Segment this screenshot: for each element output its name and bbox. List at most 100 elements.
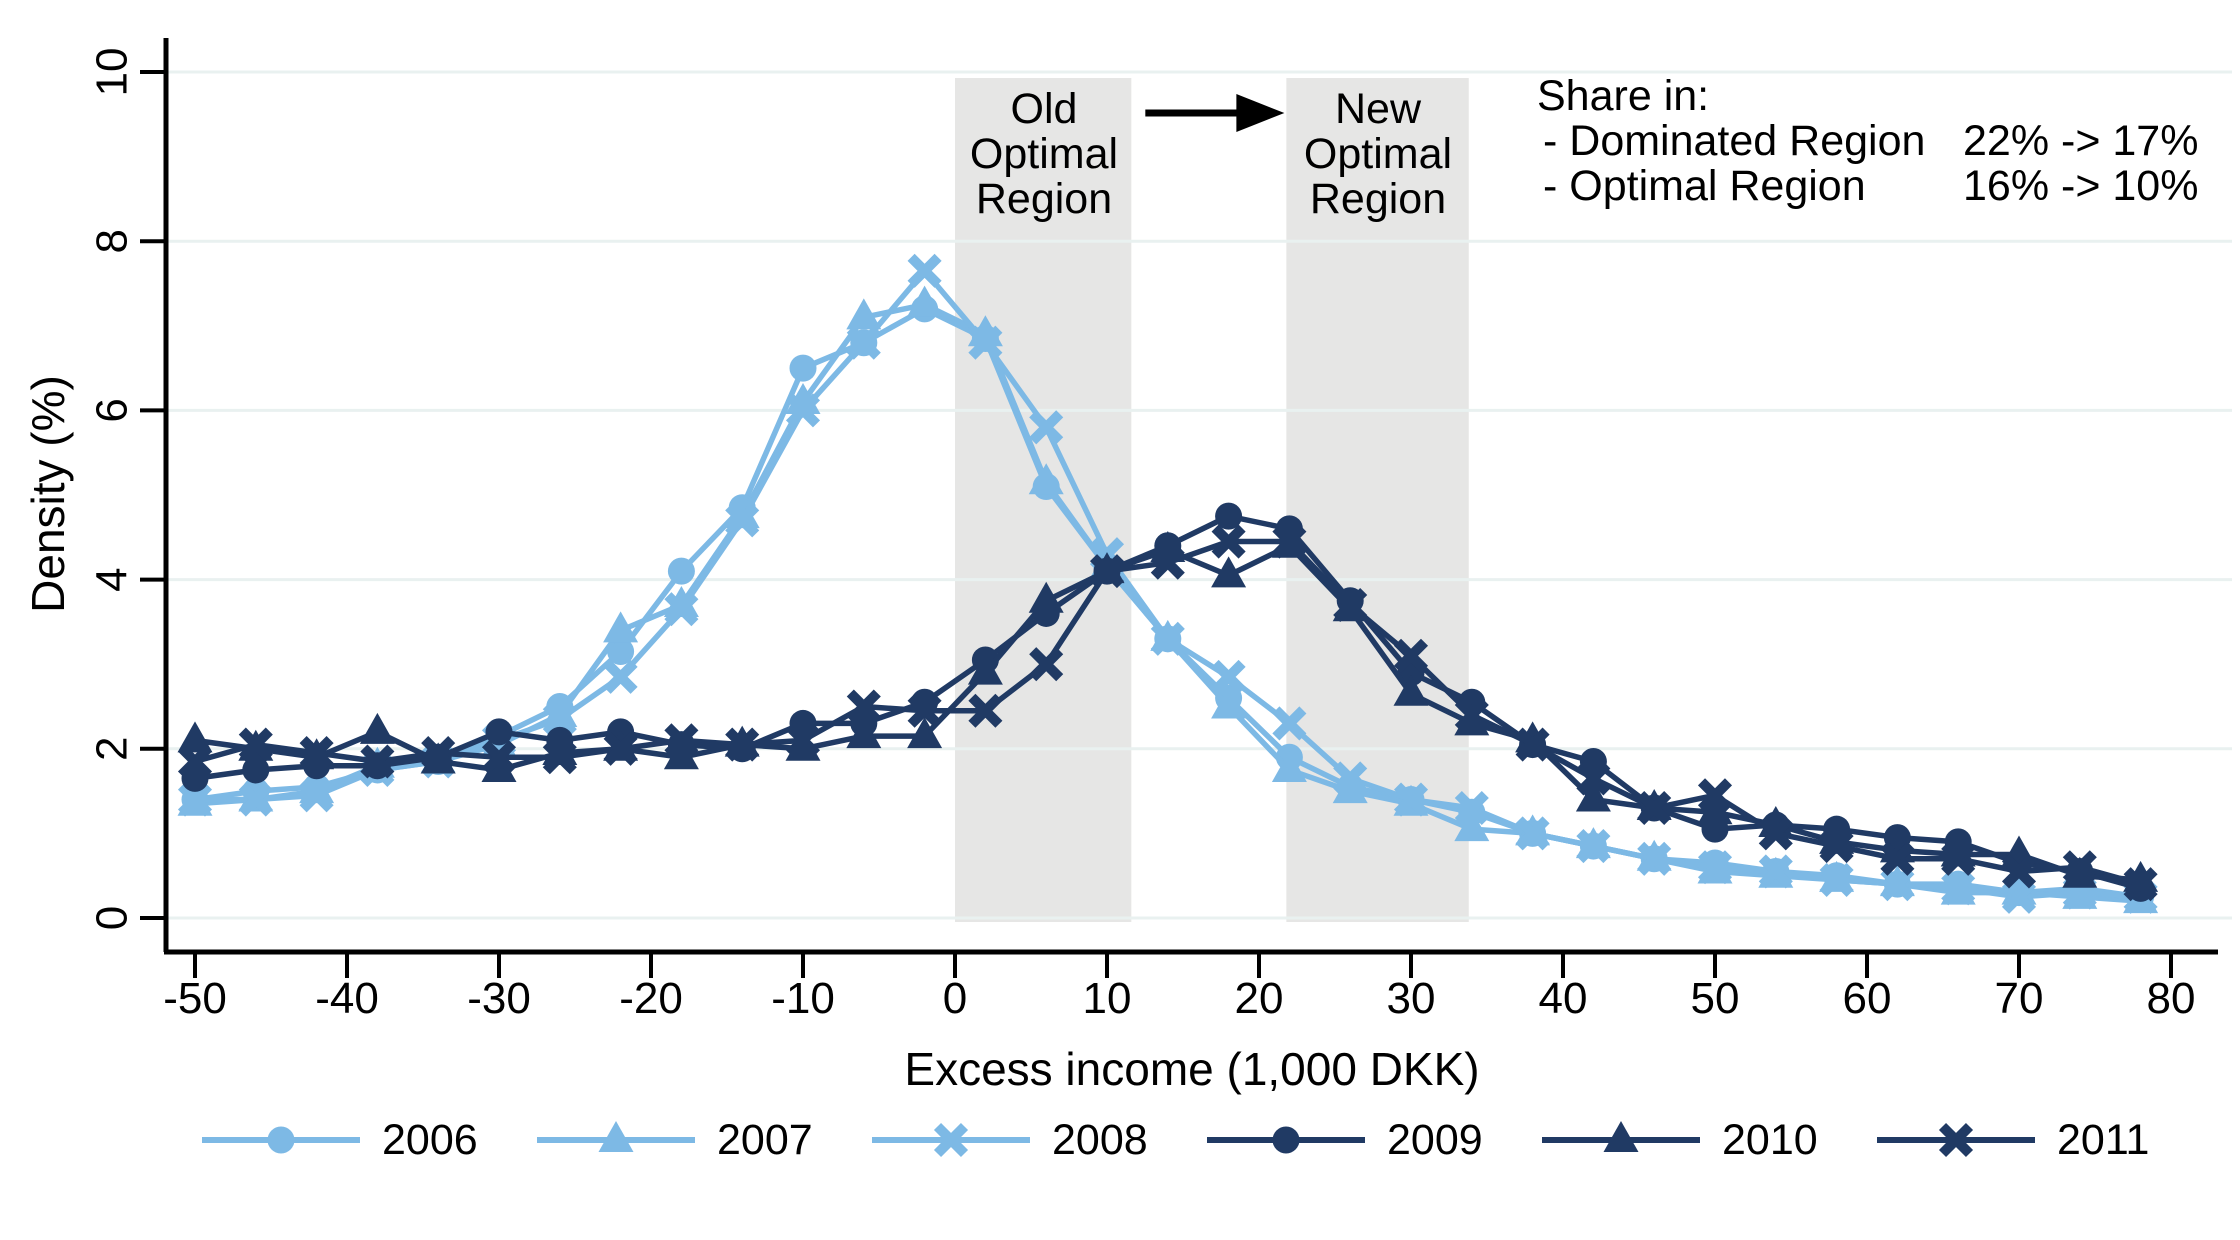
marker-circle	[607, 638, 635, 666]
legend-marker-triangle-icon	[598, 1121, 634, 1152]
marker-x	[664, 723, 699, 758]
legend-item-2006: 2006	[202, 1112, 478, 1168]
marker-triangle	[177, 721, 213, 753]
marker-x	[1758, 816, 1793, 851]
y-axis-title: Density (%)	[22, 375, 74, 613]
legend-item-2007: 2007	[537, 1112, 813, 1168]
x-tick-label: 10	[1083, 974, 1132, 1023]
legend-swatch-triangle-light	[537, 1121, 695, 1152]
legend-swatch-x-dark	[1877, 1122, 2035, 1158]
marker-x	[177, 744, 213, 779]
marker-triangle	[1575, 780, 1611, 812]
marker-x	[1819, 829, 1854, 864]
marker-x	[542, 740, 577, 775]
share-annotation-row: - Optimal Region 16% -> 10%	[1537, 164, 2229, 209]
x-tick-label: 60	[1843, 974, 1892, 1023]
x-tick-label: 30	[1387, 974, 1436, 1023]
region-label-line: Old	[1010, 85, 1078, 133]
marker-x	[785, 723, 821, 758]
marker-triangle	[542, 695, 578, 727]
legend-item-2010: 2010	[1542, 1112, 1818, 1168]
marker-x	[968, 325, 1003, 360]
marker-triangle	[1454, 810, 1490, 842]
marker-triangle	[1393, 674, 1429, 706]
annotation-row-label: - Optimal Region	[1543, 162, 1866, 210]
annotation-row-label: - Dominated Region	[1543, 117, 1926, 165]
series-line-2008	[195, 268, 2141, 900]
marker-x	[664, 592, 699, 627]
marker-x	[1637, 790, 1672, 826]
legend-swatch-x-light	[872, 1122, 1030, 1158]
marker-x	[968, 693, 1003, 728]
marker-x	[907, 253, 942, 288]
marker-x	[846, 325, 881, 360]
share-annotation: Share in: - Dominated Region 22% -> 17% …	[1537, 74, 2229, 209]
legend-swatch-triangle-dark	[1542, 1121, 1700, 1152]
marker-x	[1697, 778, 1733, 813]
legend-item-2009: 2009	[1207, 1112, 1483, 1168]
y-tick-label: 10	[88, 48, 137, 97]
marker-x	[846, 689, 881, 724]
series-line-2007	[194, 301, 2141, 904]
marker-x	[1576, 761, 1611, 796]
marker-triangle	[663, 585, 699, 617]
marker-triangle	[907, 285, 943, 317]
marker-triangle	[1211, 556, 1247, 588]
y-tick-label: 8	[88, 229, 137, 253]
region-label-line: Region	[975, 175, 1113, 223]
share-annotation-row: - Dominated Region 22% -> 17%	[1537, 119, 2229, 164]
marker-triangle	[359, 712, 395, 744]
legend-item-2008: 2008	[872, 1112, 1148, 1168]
marker-triangle	[1271, 750, 1307, 782]
marker-x	[1272, 706, 1307, 741]
marker-x	[238, 727, 273, 762]
marker-x	[1393, 638, 1429, 673]
marker-triangle	[907, 717, 943, 749]
marker-x	[1029, 647, 1064, 682]
legend-label: 2010	[1722, 1115, 1818, 1164]
marker-x	[1333, 587, 1368, 623]
marker-circle	[789, 354, 817, 382]
marker-circle	[1215, 502, 1243, 530]
marker-x	[421, 735, 456, 771]
arrow-head-icon	[1236, 94, 1285, 132]
marker-x	[603, 659, 638, 694]
legend-item-2011: 2011	[1877, 1112, 2149, 1168]
y-tick-label: 2	[88, 737, 137, 761]
marker-x	[2001, 879, 2037, 914]
x-tick-label: 20	[1235, 974, 1284, 1023]
marker-x	[2001, 854, 2037, 889]
x-tick-label: 50	[1691, 974, 1740, 1023]
x-tick-label: -40	[315, 974, 379, 1023]
region-label-line: Optimal	[1303, 130, 1453, 178]
marker-x	[725, 727, 760, 762]
marker-x	[1941, 871, 1976, 906]
marker-triangle	[1515, 721, 1551, 753]
marker-circle	[485, 718, 513, 746]
marker-triangle	[1332, 772, 1368, 804]
annotation-row-value: 16% -> 10%	[1963, 162, 2199, 210]
legend-marker-x-icon	[933, 1122, 969, 1158]
marker-x	[1333, 761, 1368, 796]
share-annotation-title: Share in:	[1537, 72, 1710, 120]
marker-x	[1089, 554, 1125, 589]
marker-triangle	[603, 611, 639, 643]
y-tick-label: 6	[88, 398, 137, 422]
marker-x	[1211, 659, 1246, 694]
legend-marker-circle-icon	[1272, 1126, 1300, 1154]
marker-circle	[242, 756, 270, 784]
marker-x	[1697, 850, 1733, 885]
marker-x	[907, 693, 942, 728]
marker-x	[2123, 867, 2158, 902]
legend-marker-x-icon	[1938, 1122, 1974, 1158]
marker-triangle	[481, 750, 517, 782]
marker-triangle	[1028, 581, 1064, 613]
legend-marker-triangle-icon	[1603, 1121, 1639, 1152]
legend-label: 2006	[382, 1115, 478, 1164]
marker-x	[299, 778, 334, 813]
x-tick-label: -50	[163, 974, 227, 1023]
marker-x	[1454, 790, 1489, 826]
marker-x	[1150, 621, 1185, 656]
marker-x	[603, 731, 638, 766]
marker-x	[1941, 841, 1976, 876]
